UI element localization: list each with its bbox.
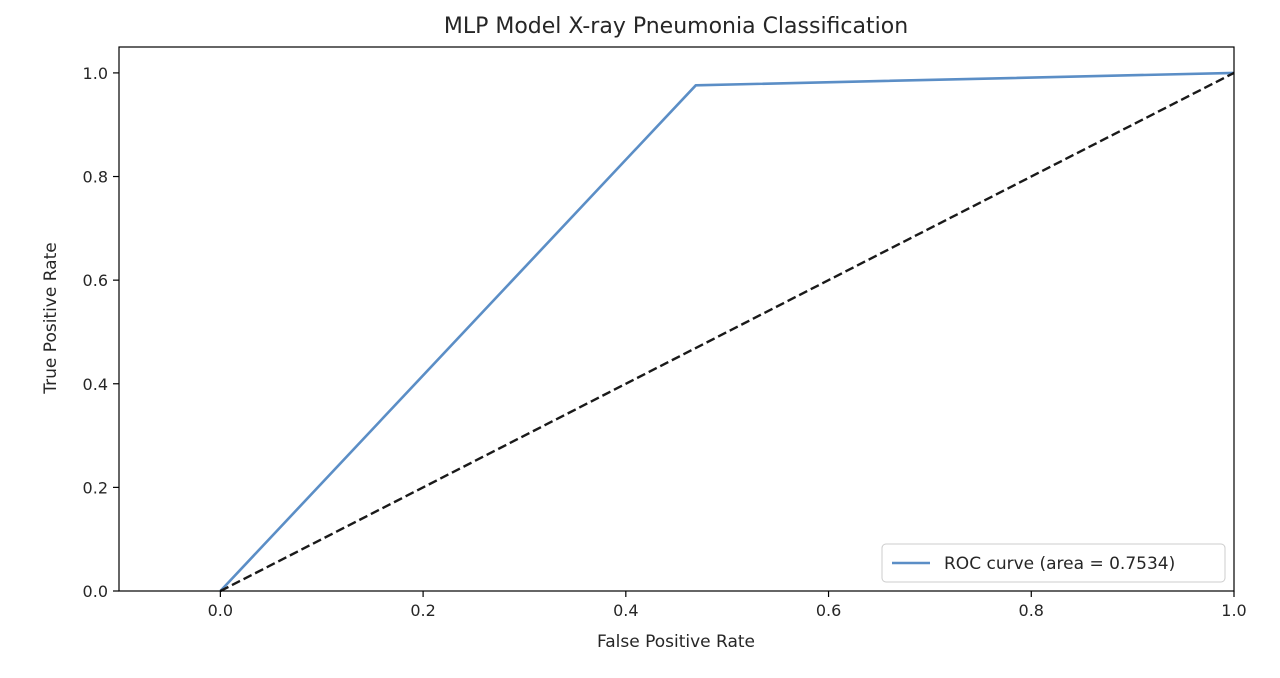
legend-box — [881, 543, 1226, 583]
y-axis-label: True Positive Rate — [41, 242, 61, 394]
x-axis-label: False Positive Rate — [597, 632, 755, 652]
x-tick-label: 0.6 — [816, 601, 841, 620]
x-tick-label: 0.4 — [613, 601, 638, 620]
y-tick-label: 0.4 — [83, 375, 108, 394]
y-tick-label: 0.6 — [83, 271, 108, 290]
y-tick-label: 0.0 — [83, 582, 108, 601]
x-axis-ticks: 0.0 0.2 0.4 0.6 0.8 1.0 — [208, 591, 1247, 620]
chance-diagonal-line — [219, 71, 1235, 593]
x-tick-label: 0.0 — [208, 601, 233, 620]
legend: ROC curve (area = 0.7534) — [881, 543, 1226, 583]
y-tick-label: 0.2 — [83, 478, 108, 497]
legend-entry-label: ROC curve (area = 0.7534) — [944, 554, 1175, 574]
y-tick-label: 0.8 — [83, 168, 108, 187]
y-tick-label: 1.0 — [83, 64, 108, 83]
roc-curve-line — [219, 71, 1235, 592]
plot-area — [219, 71, 1235, 593]
chart-title: MLP Model X-ray Pneumonia Classification — [444, 14, 908, 39]
x-tick-label: 0.2 — [410, 601, 435, 620]
y-axis-ticks: 0.0 0.2 0.4 0.6 0.8 1.0 — [83, 64, 119, 601]
x-tick-label: 1.0 — [1221, 601, 1246, 620]
plot-frame — [118, 46, 1235, 592]
x-tick-label: 0.8 — [1019, 601, 1044, 620]
